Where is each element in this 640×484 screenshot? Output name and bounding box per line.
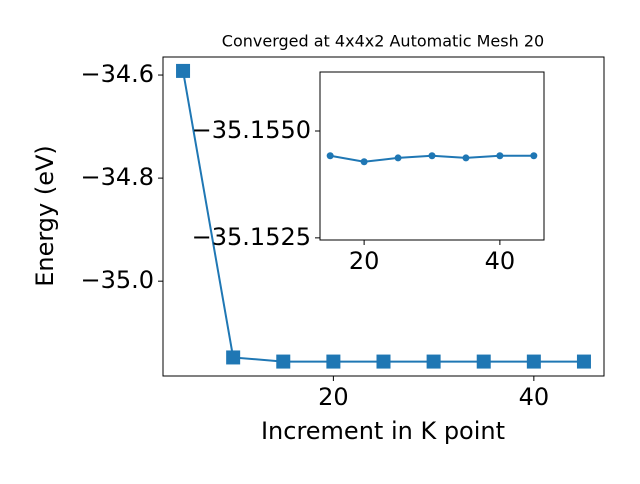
y-tick-label: −34.6 xyxy=(80,60,154,88)
chart-title: Converged at 4x4x2 Automatic Mesh 20 xyxy=(222,32,544,51)
data-point xyxy=(476,354,491,369)
y-tick-label: −35.1525 xyxy=(192,223,311,251)
data-point xyxy=(576,354,591,369)
data-point xyxy=(376,354,391,369)
data-point xyxy=(426,354,441,369)
y-axis-label: Energy (eV) xyxy=(31,145,59,287)
data-point xyxy=(326,152,334,160)
y-tick-label: −35.1550 xyxy=(192,116,311,144)
x-tick-label: 40 xyxy=(519,383,550,411)
data-point xyxy=(530,152,538,160)
data-point xyxy=(496,152,504,160)
y-tick-label: −35.0 xyxy=(80,266,154,294)
data-point xyxy=(526,354,541,369)
data-point xyxy=(428,152,436,160)
x-tick-label: 20 xyxy=(318,383,349,411)
data-point xyxy=(360,158,368,166)
data-point xyxy=(394,154,402,162)
x-tick-label: 40 xyxy=(485,247,516,275)
y-tick-label: −34.8 xyxy=(80,163,154,191)
data-point xyxy=(276,354,291,369)
data-point xyxy=(326,354,341,369)
x-axis-label: Increment in K point xyxy=(261,417,505,445)
data-point xyxy=(462,154,470,162)
x-tick-label: 20 xyxy=(349,247,380,275)
data-point xyxy=(176,63,191,78)
data-point xyxy=(226,350,241,365)
